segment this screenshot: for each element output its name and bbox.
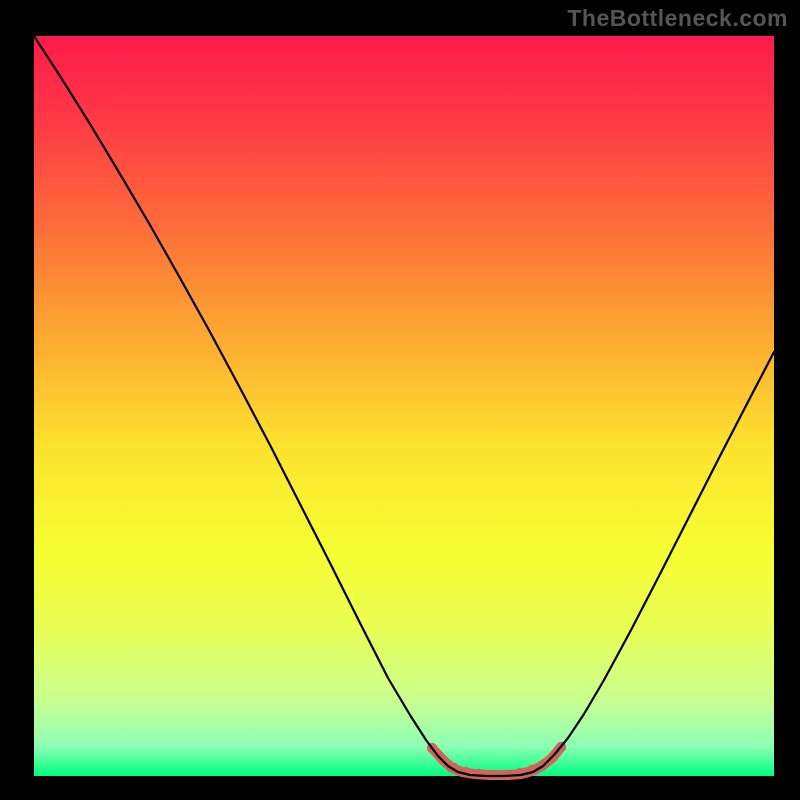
- accent-dot: [515, 768, 525, 778]
- accent-dot: [474, 769, 484, 779]
- watermark-text: TheBottleneck.com: [567, 5, 788, 32]
- bottleneck-curve-chart: [0, 0, 800, 800]
- chart-container: TheBottleneck.com: [0, 0, 800, 800]
- gradient-plot-area: [34, 36, 774, 776]
